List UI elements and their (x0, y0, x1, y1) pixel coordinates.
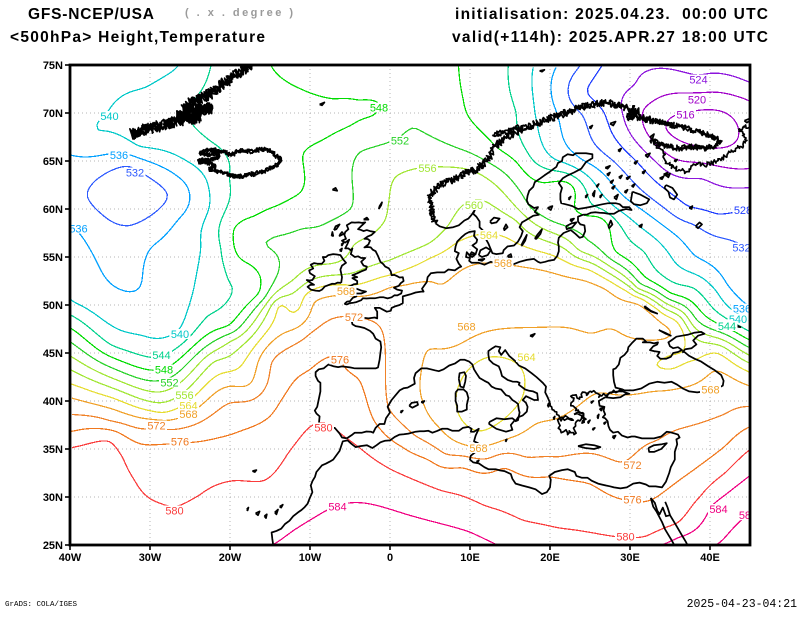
svg-text:536: 536 (733, 304, 751, 316)
svg-text:70N: 70N (43, 108, 63, 120)
svg-text:35N: 35N (43, 444, 63, 456)
svg-text:50N: 50N (43, 300, 63, 312)
svg-text:valid(+114h): 2025.APR.27 18:0: valid(+114h): 2025.APR.27 18:00 UTC (452, 29, 768, 46)
svg-text:580: 580 (314, 423, 332, 435)
svg-text:<500hPa> Height,Temperature: <500hPa> Height,Temperature (10, 29, 265, 46)
svg-text:10W: 10W (299, 552, 322, 564)
svg-text:560: 560 (465, 200, 483, 212)
svg-text:532: 532 (126, 168, 144, 180)
svg-text:576: 576 (331, 355, 349, 367)
svg-text:0: 0 (387, 552, 393, 564)
svg-text:548: 548 (370, 103, 388, 115)
svg-text:25N: 25N (43, 540, 63, 552)
svg-text:588: 588 (739, 510, 757, 522)
svg-text:524: 524 (689, 75, 707, 87)
svg-text:536: 536 (110, 150, 128, 162)
svg-text:30W: 30W (139, 552, 162, 564)
svg-text:( . x . degree ): ( . x . degree ) (185, 7, 293, 19)
svg-text:568: 568 (701, 385, 719, 397)
svg-text:580: 580 (616, 532, 634, 544)
svg-text:40N: 40N (43, 396, 63, 408)
svg-text:516: 516 (676, 110, 694, 122)
svg-text:540: 540 (100, 111, 118, 123)
svg-text:556: 556 (418, 163, 436, 175)
svg-text:584: 584 (328, 502, 346, 514)
svg-text:572: 572 (147, 421, 165, 433)
svg-text:544: 544 (718, 321, 736, 333)
svg-text:536: 536 (69, 224, 87, 236)
svg-text:540: 540 (171, 329, 189, 341)
svg-text:520: 520 (688, 95, 706, 107)
svg-text:30N: 30N (43, 492, 63, 504)
svg-text:75N: 75N (43, 60, 63, 72)
svg-text:40W: 40W (59, 552, 82, 564)
svg-text:2025-04-23-04:21: 2025-04-23-04:21 (687, 598, 798, 611)
svg-text:548: 548 (155, 365, 173, 377)
svg-text:552: 552 (160, 378, 178, 390)
svg-text:568: 568 (469, 443, 487, 455)
svg-text:552: 552 (391, 136, 409, 148)
svg-text:528: 528 (734, 205, 752, 217)
svg-text:576: 576 (171, 437, 189, 449)
svg-text:30E: 30E (620, 552, 640, 564)
svg-text:40E: 40E (700, 552, 720, 564)
svg-text:20W: 20W (219, 552, 242, 564)
svg-text:576: 576 (623, 495, 641, 507)
svg-text:initialisation: 2025.04.23. 0: initialisation: 2025.04.23. 00:00 UTC (455, 6, 768, 23)
svg-text:568: 568 (494, 258, 512, 270)
svg-text:564: 564 (517, 352, 535, 364)
svg-text:568: 568 (457, 322, 475, 334)
svg-text:568: 568 (179, 409, 197, 421)
svg-text:544: 544 (152, 350, 170, 362)
svg-text:55N: 55N (43, 252, 63, 264)
svg-text:60N: 60N (43, 204, 63, 216)
svg-text:580: 580 (165, 506, 183, 518)
svg-text:572: 572 (345, 312, 363, 324)
svg-text:45N: 45N (43, 348, 63, 360)
svg-text:572: 572 (623, 460, 641, 472)
svg-text:65N: 65N (43, 156, 63, 168)
svg-text:10E: 10E (460, 552, 480, 564)
svg-text:532: 532 (732, 243, 750, 255)
svg-text:GFS-NCEP/USA: GFS-NCEP/USA (28, 6, 154, 23)
svg-text:584: 584 (709, 504, 727, 516)
svg-text:556: 556 (175, 390, 193, 402)
svg-text:564: 564 (480, 230, 498, 242)
svg-text:20E: 20E (540, 552, 560, 564)
svg-text:568: 568 (337, 286, 355, 298)
svg-text:GrADS: COLA/IGES: GrADS: COLA/IGES (5, 601, 78, 609)
